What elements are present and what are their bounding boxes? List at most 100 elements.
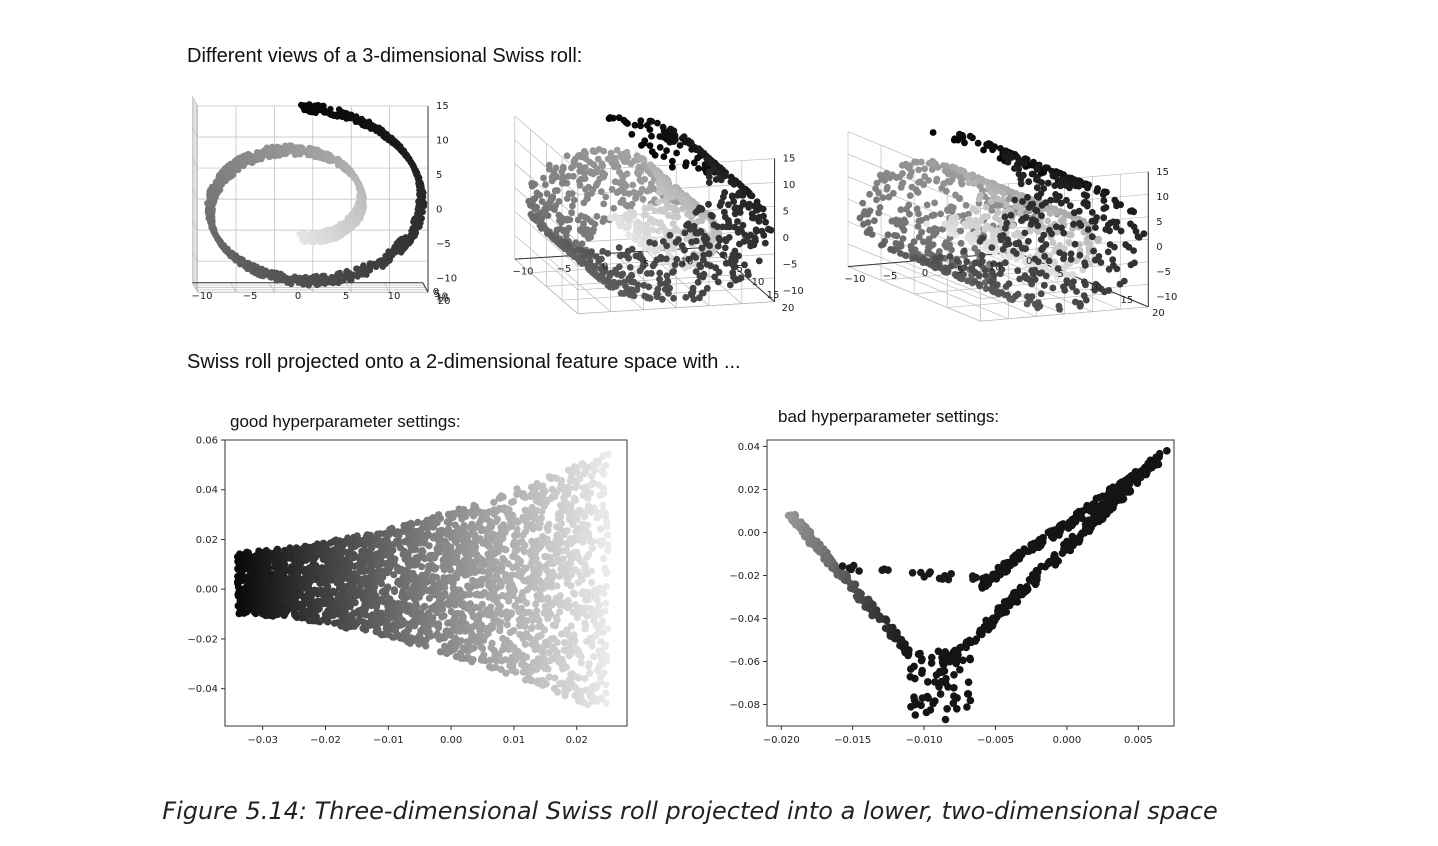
data-point	[1060, 229, 1068, 237]
data-point	[1088, 217, 1096, 225]
data-point	[1099, 191, 1107, 199]
data-point	[705, 168, 713, 176]
data-point	[1081, 259, 1088, 267]
data-point	[899, 224, 906, 232]
data-point	[611, 178, 619, 186]
data-point	[906, 192, 914, 199]
data-point	[584, 191, 591, 199]
data-point	[585, 183, 592, 191]
data-point	[965, 216, 973, 223]
data-point	[1028, 267, 1036, 274]
data-point	[964, 277, 971, 285]
data-point	[595, 146, 603, 153]
data-point	[999, 196, 1007, 204]
data-point	[1044, 217, 1052, 225]
data-point	[939, 225, 946, 233]
data-point	[997, 232, 1004, 240]
data-point	[669, 220, 677, 228]
data-point	[1011, 165, 1018, 172]
data-point	[1029, 216, 1036, 224]
data-point	[1112, 223, 1120, 231]
data-point	[1065, 238, 1073, 246]
data-point	[931, 254, 939, 262]
data-point	[705, 250, 713, 258]
data-point	[971, 179, 979, 186]
data-point	[1092, 256, 1099, 264]
data-point	[654, 227, 662, 235]
data-point	[696, 272, 704, 280]
data-point	[619, 270, 627, 278]
data-point	[1046, 210, 1054, 217]
data-point	[1080, 199, 1088, 207]
data-point	[321, 272, 328, 279]
data-point	[507, 522, 515, 530]
data-point	[725, 201, 732, 209]
data-point	[1025, 204, 1033, 211]
data-point	[1106, 241, 1114, 248]
data-point	[1069, 283, 1076, 291]
data-point	[971, 278, 979, 285]
data-point	[966, 132, 974, 140]
data-point	[656, 188, 663, 196]
data-point	[551, 187, 559, 195]
x-tick-label: 10	[681, 257, 694, 268]
x-tick-label: −10	[191, 291, 212, 302]
data-point	[594, 155, 602, 163]
data-point	[648, 132, 655, 140]
data-point	[720, 193, 727, 201]
data-point	[1102, 226, 1110, 233]
z-tick-label: 0	[1156, 242, 1162, 253]
data-point	[985, 140, 992, 147]
data-point	[745, 203, 753, 211]
data-point	[413, 171, 420, 178]
data-point	[1000, 190, 1007, 197]
data-point	[692, 268, 700, 275]
z-tick-label: −5	[1156, 267, 1171, 278]
data-point	[654, 285, 662, 293]
z-tick-label: 15	[1156, 167, 1169, 178]
data-point	[707, 211, 715, 219]
data-point	[1070, 220, 1077, 228]
data-point	[961, 139, 968, 147]
data-point	[685, 137, 692, 145]
data-point	[950, 164, 958, 172]
data-point	[952, 191, 959, 199]
data-point	[669, 157, 676, 165]
z-tick-label: 10	[1156, 192, 1169, 203]
data-point	[598, 160, 606, 168]
data-point	[921, 173, 929, 180]
data-point	[502, 669, 510, 677]
data-point	[528, 180, 536, 187]
data-point	[659, 123, 667, 131]
z-tick-label: −5	[436, 239, 451, 250]
data-point	[1076, 219, 1083, 227]
data-point	[521, 640, 529, 648]
data-point	[563, 152, 571, 160]
data-point	[1072, 298, 1079, 306]
data-point	[663, 272, 671, 280]
data-point	[959, 271, 966, 278]
data-point	[695, 165, 702, 172]
data-point	[734, 192, 741, 199]
data-point	[716, 170, 724, 178]
data-point	[883, 183, 891, 191]
data-point	[221, 165, 229, 172]
data-point	[710, 228, 717, 236]
data-point	[411, 165, 418, 172]
data-point	[689, 284, 697, 292]
data-point	[948, 215, 955, 222]
data-point	[254, 149, 261, 156]
data-point	[924, 250, 932, 257]
data-point	[761, 239, 769, 247]
data-point	[388, 524, 396, 532]
data-point	[560, 639, 569, 647]
data-point	[581, 164, 589, 171]
data-point	[960, 264, 968, 271]
data-point	[575, 152, 583, 159]
data-point	[990, 232, 997, 239]
data-point	[445, 573, 453, 582]
data-point	[553, 531, 561, 539]
data-point	[1012, 202, 1020, 210]
data-point	[623, 148, 631, 156]
data-point	[641, 176, 649, 183]
